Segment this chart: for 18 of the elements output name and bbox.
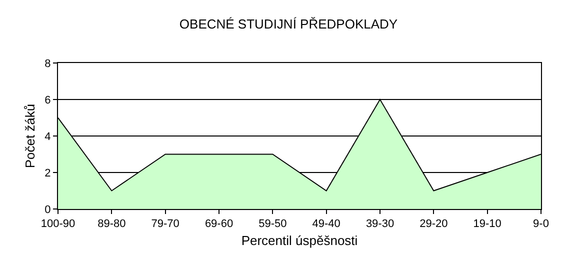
chart-title: OBECNÉ STUDIJNÍ PŘEDPOKLADY xyxy=(179,16,398,32)
x-tick-label: 49-40 xyxy=(312,218,340,230)
x-tick-label: 29-20 xyxy=(420,218,448,230)
x-tick-label: 9-0 xyxy=(533,218,549,230)
x-tick-label: 100-90 xyxy=(40,218,76,230)
x-tick-label: 69-60 xyxy=(204,218,234,230)
y-tick-label: 2 xyxy=(44,167,51,180)
y-tick-label: 8 xyxy=(44,58,51,70)
x-tick-label: 59-50 xyxy=(258,218,287,230)
y-tick-label: 0 xyxy=(44,204,51,216)
y-axis-title: Počet žáků xyxy=(22,104,38,168)
y-tick-label: 4 xyxy=(44,130,51,143)
x-tick-label: 79-70 xyxy=(151,218,180,230)
x-tick-label: 89-80 xyxy=(98,218,126,230)
y-tick-label: 6 xyxy=(44,94,51,106)
x-tick-label: 39-30 xyxy=(366,218,394,230)
x-tick-label: 19-10 xyxy=(473,218,502,230)
x-axis-title: Percentil úspěšnosti xyxy=(241,232,358,248)
